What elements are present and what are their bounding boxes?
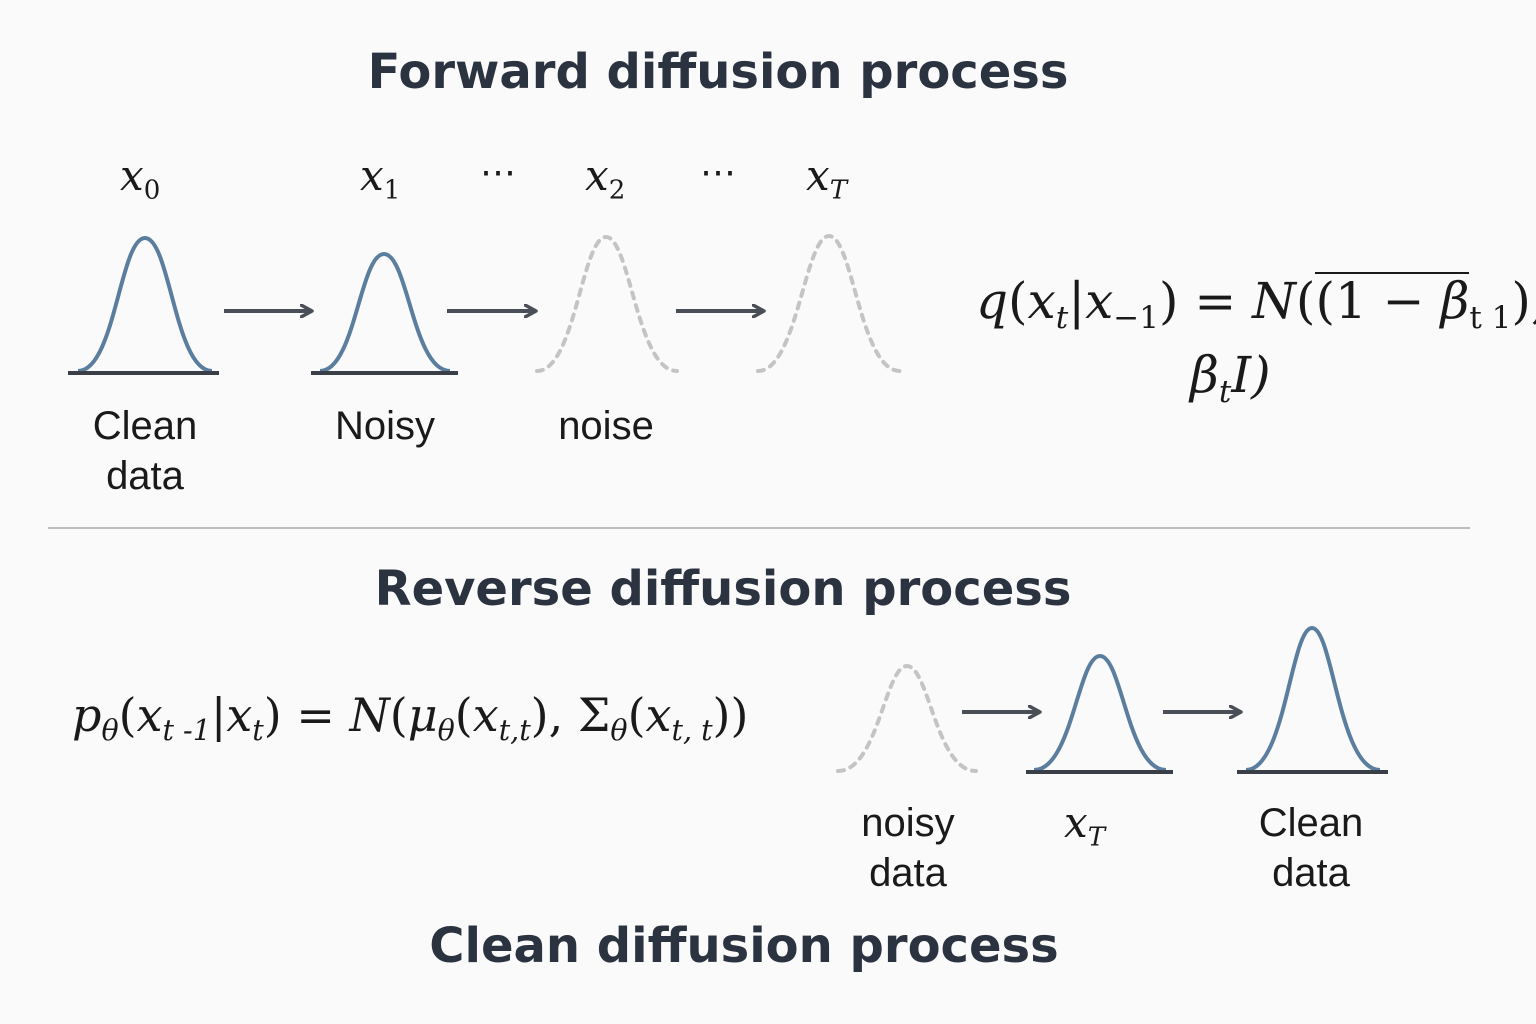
ellipsis-2: ⋯	[700, 152, 736, 193]
forward-process-title: Forward diffusion process	[367, 44, 1069, 100]
xT-distribution-icon	[756, 233, 902, 373]
section-divider	[48, 527, 1470, 529]
clean-data-distribution-icon	[68, 235, 219, 375]
reverse-process-title: Reverse diffusion process	[374, 561, 1072, 617]
reverse-xT-distribution-icon	[1026, 653, 1173, 774]
reverse-transition-formula: pθ(xt -1|xt) = N(μθ(xt,t), Σθ(xt, t))	[72, 688, 749, 748]
clean-data-caption: Clean data	[92, 404, 198, 498]
state-x1-label: x1	[360, 151, 401, 206]
reverse-clean-distribution-icon	[1237, 625, 1388, 774]
reverse-noisy-distribution-icon	[836, 663, 978, 773]
state-x2-label: x2	[585, 151, 626, 206]
noisy-distribution-icon	[311, 251, 458, 375]
forward-transition-formula: q(xt|x−1) = N((1 − βt 1),	[976, 272, 1536, 336]
reverse-clean-data-caption: Clean data	[1258, 801, 1364, 895]
noisy-caption: Noisy	[334, 404, 436, 448]
forward-transition-formula-line2: βtI)	[1190, 346, 1271, 410]
clean-process-title: Clean diffusion process	[429, 918, 1059, 974]
reverse-xT-caption: xT	[1064, 798, 1106, 853]
state-xT-label: xT	[806, 151, 848, 206]
noise-distribution-icon	[535, 234, 679, 373]
state-x0-label: x0	[120, 151, 161, 206]
ellipsis-1: ⋯	[480, 152, 516, 193]
reverse-noisy-data-caption: noisy data	[861, 801, 955, 895]
noise-caption: noise	[558, 404, 654, 448]
